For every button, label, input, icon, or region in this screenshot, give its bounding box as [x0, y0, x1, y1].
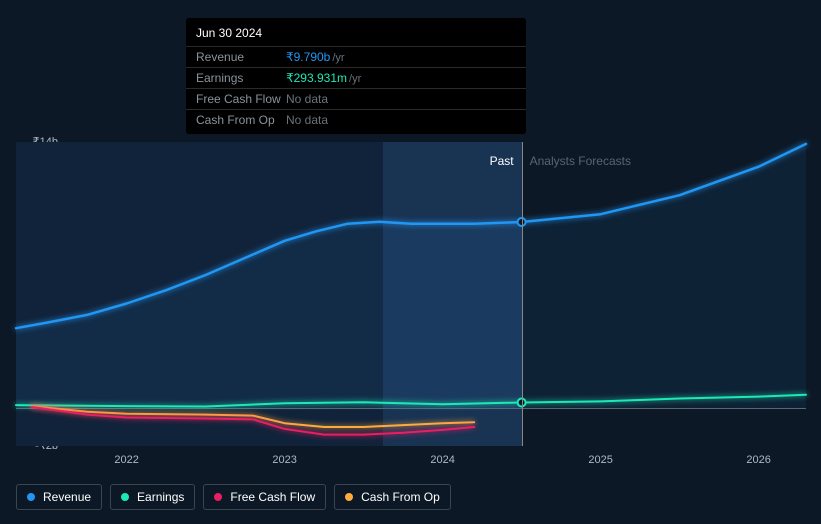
x-axis-tick: 2024 — [430, 454, 454, 466]
x-axis-tick: 2025 — [588, 454, 612, 466]
tooltip-row-value: No data — [286, 113, 328, 127]
chart-legend: Revenue Earnings Free Cash Flow Cash From O… — [16, 484, 451, 510]
tooltip-row-label: Free Cash Flow — [196, 92, 286, 106]
legend-label: Cash From Op — [361, 490, 440, 504]
tooltip-row-value: ₹293.931m /yr — [286, 71, 361, 85]
legend-label: Free Cash Flow — [230, 490, 315, 504]
series-fill — [16, 144, 806, 408]
legend-dot-icon — [345, 493, 353, 501]
tooltip-row-label: Earnings — [196, 71, 286, 85]
series-line — [32, 406, 474, 427]
tooltip-row-label: Cash From Op — [196, 113, 286, 127]
tooltip-row: Cash From OpNo data — [186, 109, 526, 130]
tooltip-row-label: Revenue — [196, 50, 286, 64]
legend-dot-icon — [121, 493, 129, 501]
x-axis-tick: 2023 — [272, 454, 296, 466]
plot-area: Past Analysts Forecasts — [16, 142, 806, 446]
x-axis-tick: 2026 — [746, 454, 770, 466]
series-line — [32, 407, 474, 435]
period-label: Past — [490, 154, 514, 168]
tooltip-row-value: ₹9.790b /yr — [286, 50, 345, 64]
legend-dot-icon — [27, 493, 35, 501]
legend-item[interactable]: Free Cash Flow — [203, 484, 326, 510]
legend-dot-icon — [214, 493, 222, 501]
legend-item[interactable]: Earnings — [110, 484, 195, 510]
legend-label: Revenue — [43, 490, 91, 504]
x-axis-tick: 2022 — [114, 454, 138, 466]
line-chart: ₹14b₹0-₹2b PastAnalysts Forecasts 202220… — [16, 116, 806, 506]
tooltip-row: Revenue₹9.790b /yr — [186, 46, 526, 67]
chart-tooltip: Jun 30 2024 Revenue₹9.790b /yrEarnings₹2… — [186, 18, 526, 134]
tooltip-row-value: No data — [286, 92, 328, 106]
tooltip-row: Earnings₹293.931m /yr — [186, 67, 526, 88]
legend-item[interactable]: Cash From Op — [334, 484, 451, 510]
tooltip-vline — [522, 142, 523, 446]
legend-label: Earnings — [137, 490, 184, 504]
period-label: Analysts Forecasts — [530, 154, 631, 168]
tooltip-row: Free Cash FlowNo data — [186, 88, 526, 109]
legend-item[interactable]: Revenue — [16, 484, 102, 510]
tooltip-date: Jun 30 2024 — [186, 22, 526, 46]
